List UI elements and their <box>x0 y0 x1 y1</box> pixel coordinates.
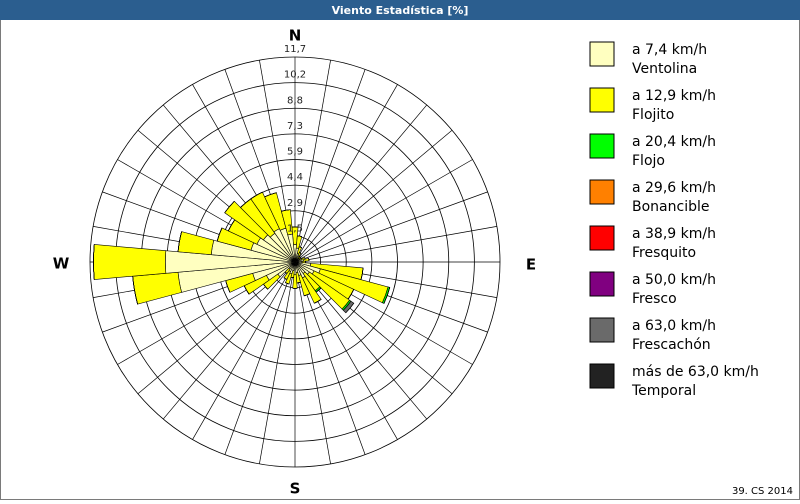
legend-swatch <box>590 42 614 66</box>
y-tick-label: 5,9 <box>287 147 303 158</box>
legend-swatch <box>590 226 614 250</box>
y-tick-label: 8,8 <box>287 95 303 106</box>
legend-label: Bonancible <box>632 199 709 215</box>
legend-range: a 12,9 km/h <box>632 88 716 104</box>
y-tick-label: 10,2 <box>284 70 306 81</box>
y-tick-label: 7,3 <box>287 121 303 132</box>
compass-label: S <box>290 480 301 498</box>
compass-label: W <box>53 255 70 273</box>
y-tick-label: 11,7 <box>284 44 306 55</box>
legend-swatch <box>590 318 614 342</box>
legend-label: Fresco <box>632 291 677 307</box>
y-tick-label: 1,5 <box>287 223 303 234</box>
legend-label: Fresquito <box>632 245 696 261</box>
y-tick-label: 4,4 <box>287 172 303 183</box>
legend-range: más de 63,0 km/h <box>632 364 759 380</box>
legend-swatch <box>590 364 614 388</box>
legend-range: a 38,9 km/h <box>632 226 716 242</box>
legend-swatch <box>590 134 614 158</box>
legend-range: a 20,4 km/h <box>632 134 716 150</box>
legend-range: a 63,0 km/h <box>632 318 716 334</box>
wind-sector <box>94 244 166 279</box>
legend-label: Temporal <box>631 383 696 399</box>
chart-title: Viento Estadística [%] <box>332 4 469 17</box>
legend-label: Ventolina <box>632 61 697 77</box>
legend-range: a 7,4 km/h <box>632 42 707 58</box>
legend-label: Flojo <box>632 153 665 169</box>
compass-label: N <box>289 27 302 45</box>
legend-swatch <box>590 272 614 296</box>
legend-label: Flojito <box>632 107 674 123</box>
footer: 39. CS 2014 <box>732 486 793 497</box>
legend-label: Frescachón <box>632 337 711 353</box>
legend-range: a 50,0 km/h <box>632 272 716 288</box>
legend-range: a 29,6 km/h <box>632 180 716 196</box>
legend-swatch <box>590 180 614 204</box>
y-tick-label: 2,9 <box>287 198 303 209</box>
legend-swatch <box>590 88 614 112</box>
compass-label: E <box>526 256 536 274</box>
